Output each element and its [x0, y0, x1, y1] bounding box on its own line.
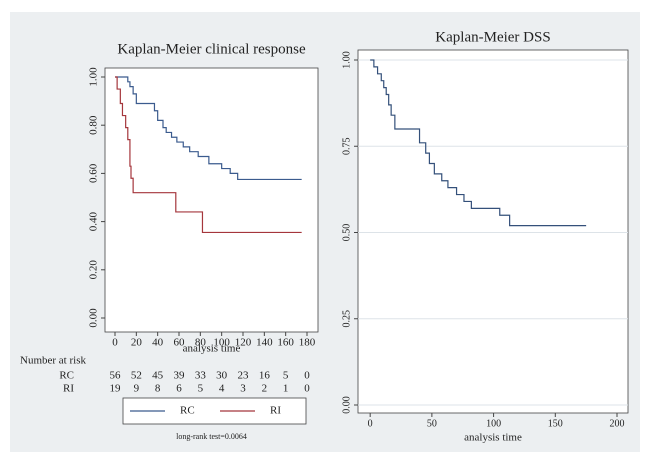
- legend-label: RC: [180, 405, 195, 417]
- risk-value: 56: [110, 370, 122, 382]
- x-tick-label: 120: [235, 337, 252, 349]
- x-axis-label: analysis time: [183, 343, 241, 355]
- y-tick-label: 0.75: [341, 138, 352, 156]
- x-tick-label: 140: [256, 337, 273, 349]
- x-tick-label: 200: [610, 418, 625, 429]
- x-axis-label: analysis time: [464, 432, 522, 444]
- survival-curve: [115, 76, 302, 181]
- x-tick-label: 50: [427, 418, 437, 429]
- plot-area: [357, 49, 629, 414]
- risk-row-label: RC: [59, 370, 74, 382]
- note: long-rank test=0.0064: [176, 432, 247, 441]
- x-tick-label: 150: [548, 418, 563, 429]
- x-tick-label: 100: [213, 337, 230, 349]
- x-tick-label: 20: [131, 337, 143, 349]
- risk-value: 9: [134, 383, 140, 395]
- y-tick-label: 0.80: [88, 115, 100, 135]
- risk-value: 5: [283, 370, 289, 382]
- risk-value: 0: [304, 370, 310, 382]
- x-tick-label: 60: [174, 337, 186, 349]
- risk-value: 2: [262, 383, 268, 395]
- y-tick-label: 1.00: [341, 51, 352, 69]
- risk-value: 39: [174, 370, 186, 382]
- risk-value: 45: [152, 370, 164, 382]
- risk-value: 16: [259, 370, 271, 382]
- chart-title: Kaplan-Meier clinical response: [117, 41, 306, 57]
- risk-value: 19: [110, 383, 122, 395]
- risk-value: 3: [240, 383, 246, 395]
- y-tick-label: 0.20: [88, 260, 100, 280]
- risk-value: 0: [304, 383, 310, 395]
- y-tick-label: 1.00: [88, 67, 100, 87]
- y-tick-label: 0.60: [88, 163, 100, 183]
- x-tick-label: 80: [195, 337, 207, 349]
- x-tick-label: 180: [299, 337, 316, 349]
- risk-value: 33: [195, 370, 207, 382]
- risk-value: 4: [219, 383, 225, 395]
- risk-row-label: RI: [63, 383, 74, 395]
- risk-value: 1: [283, 383, 289, 395]
- y-tick-label: 0.40: [88, 211, 100, 231]
- y-tick-label: 0.25: [341, 310, 352, 328]
- y-tick-label: 0.00: [341, 396, 352, 414]
- risk-value: 52: [131, 370, 142, 382]
- plot-area: [104, 67, 319, 333]
- x-tick-label: 0: [112, 337, 118, 349]
- x-tick-label: 100: [486, 418, 501, 429]
- risk-table-title: Number at risk: [20, 355, 86, 367]
- risk-value: 6: [176, 383, 182, 395]
- risk-value: 5: [198, 383, 204, 395]
- legend-label: RI: [270, 405, 281, 417]
- risk-value: 8: [155, 383, 161, 395]
- y-tick-label: 0.50: [341, 224, 352, 242]
- x-tick-label: 40: [152, 337, 164, 349]
- survival-curve: [115, 76, 302, 234]
- risk-value: 30: [216, 370, 228, 382]
- risk-value: 23: [238, 370, 250, 382]
- y-tick-label: 0.00: [88, 308, 100, 328]
- survival-curve: [370, 59, 587, 227]
- x-tick-label: 0: [368, 418, 373, 429]
- chart-title: Kaplan-Meier DSS: [435, 29, 550, 45]
- x-tick-label: 160: [277, 337, 294, 349]
